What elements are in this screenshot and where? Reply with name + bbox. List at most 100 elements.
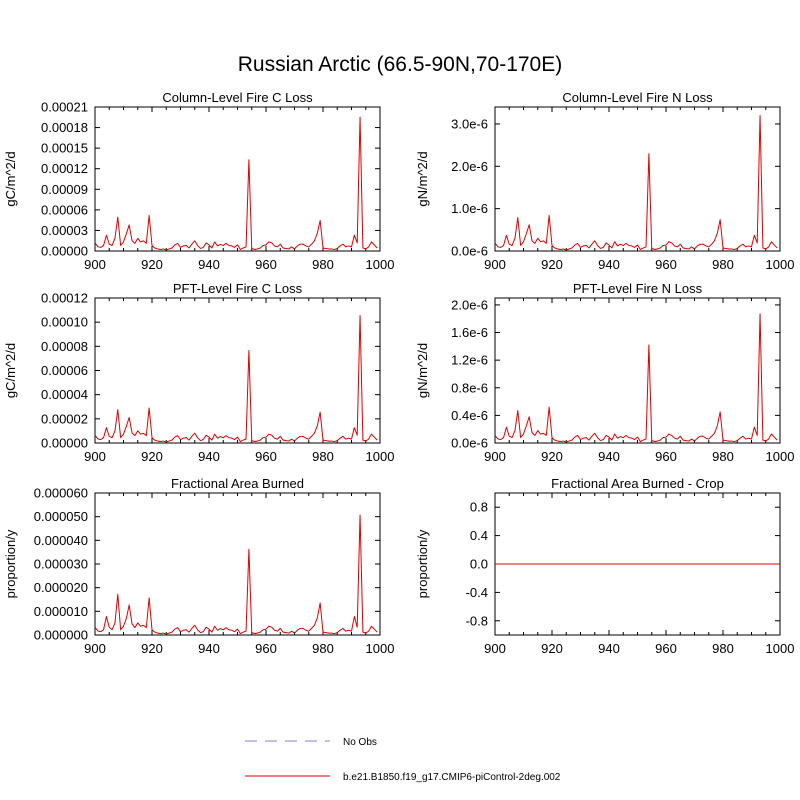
y-tick-label: 1.0e-6 [451, 201, 488, 216]
x-tick-label: 1000 [366, 257, 395, 272]
y-tick-label: 0.00006 [41, 202, 88, 217]
panel-3: PFT-Level Fire C Loss gC/m^2/d 900 920 940 96… [3, 281, 394, 464]
x-tick-label: 960 [655, 449, 677, 464]
x-tick-label: 940 [598, 641, 620, 656]
y-tick-label: 0.00018 [41, 120, 88, 135]
y-tick-label: 0.00002 [41, 411, 88, 426]
y-tick-label: 2.0e-6 [451, 297, 488, 312]
y-tick-label: 0.00012 [41, 291, 88, 306]
plot-frame [94, 297, 381, 444]
panel-title: Fractional Area Burned [171, 476, 304, 491]
x-tick-label: 940 [198, 449, 220, 464]
panel-5: Fractional Area Burned proportion/y 900 920… [3, 476, 394, 656]
y-tick-label: 0.00003 [41, 223, 88, 238]
y-tick-label: 3.0e-6 [451, 116, 488, 131]
x-tick-label: 960 [255, 257, 277, 272]
x-tick-label: 900 [484, 257, 506, 272]
plot-frame [494, 106, 781, 252]
x-tick-label: 920 [141, 257, 163, 272]
x-tick-label: 960 [255, 449, 277, 464]
x-tick-label: 960 [655, 641, 677, 656]
y-tick-label: 0.00006 [41, 363, 88, 378]
y-tick-label: 0.00012 [41, 161, 88, 176]
y-tick-label: 2.0e-6 [451, 159, 488, 174]
y-tick-label: 1.6e-6 [451, 325, 488, 340]
y-tick-label: 0.00004 [41, 387, 88, 402]
x-tick-label: 1000 [366, 449, 395, 464]
x-tick-label: 980 [312, 449, 334, 464]
y-tick-label: 0.0 [470, 557, 488, 572]
x-tick-label: 940 [198, 257, 220, 272]
y-tick-label: -0.8 [466, 613, 488, 628]
x-tick-label: 920 [541, 449, 563, 464]
x-tick-label: 900 [484, 449, 506, 464]
x-tick-label: 940 [598, 449, 620, 464]
y-tick-label: 0.000020 [34, 580, 88, 595]
series-line [494, 114, 778, 251]
series-line [94, 514, 378, 635]
plot-frame [94, 106, 381, 252]
x-tick-label: 1000 [766, 641, 795, 656]
x-tick-label: 1000 [766, 449, 795, 464]
y-tick-label: 0.00008 [41, 339, 88, 354]
series-line [494, 313, 778, 443]
x-tick-label: 980 [312, 257, 334, 272]
series-line [94, 315, 378, 443]
x-tick-label: 1000 [766, 257, 795, 272]
x-tick-label: 900 [84, 257, 106, 272]
y-axis-label: proportion/y [415, 529, 430, 598]
panel-title: PFT-Level Fire C Loss [173, 281, 303, 296]
panel-1: Column-Level Fire C Loss gC/m^2/d 900 920 94… [3, 90, 394, 272]
y-tick-label: 0.00010 [41, 315, 88, 330]
x-tick-label: 940 [198, 641, 220, 656]
y-axis-label: gC/m^2/d [3, 151, 18, 206]
y-tick-label: -0.4 [466, 585, 488, 600]
x-tick-label: 960 [655, 257, 677, 272]
panel-title: PFT-Level Fire N Loss [573, 281, 703, 296]
x-tick-label: 900 [84, 641, 106, 656]
y-tick-label: 0.00000 [41, 436, 88, 451]
y-tick-label: 1.2e-6 [451, 353, 488, 368]
legend-label-no-obs: No Obs [343, 737, 377, 748]
panel-6: Fractional Area Burned - Crop proportion/… [415, 476, 794, 656]
panel-2: Column-Level Fire N Loss gN/m^2/d 900 920 94… [415, 90, 794, 272]
panel-title: Column-Level Fire C Loss [162, 90, 313, 105]
y-tick-label: 0.0e-6 [451, 244, 488, 259]
series-line [94, 116, 378, 251]
y-axis-label: gN/m^2/d [415, 343, 430, 398]
chart-panels: Column-Level Fire C Loss gC/m^2/d 900 920 94… [3, 90, 794, 656]
y-tick-label: 0.00000 [41, 244, 88, 259]
x-tick-label: 920 [541, 257, 563, 272]
y-axis-label: gC/m^2/d [3, 343, 18, 398]
panel-title: Column-Level Fire N Loss [562, 90, 713, 105]
y-tick-label: 0.00021 [41, 100, 88, 115]
x-tick-label: 900 [484, 641, 506, 656]
y-tick-label: 0.8 [470, 500, 488, 515]
x-tick-label: 980 [712, 641, 734, 656]
y-tick-label: 0.00015 [41, 141, 88, 156]
y-tick-label: 0.000000 [34, 628, 88, 643]
legend: No Obs b.e21.B1850.f19_g17.CMIP6-piContr… [245, 737, 561, 783]
x-tick-label: 920 [141, 641, 163, 656]
x-tick-label: 940 [598, 257, 620, 272]
x-tick-label: 980 [712, 449, 734, 464]
y-tick-label: 0.000040 [34, 533, 88, 548]
figure-title: Russian Arctic (66.5-90N,70-170E) [238, 53, 563, 76]
y-axis-label: gN/m^2/d [415, 151, 430, 206]
y-axis-label: proportion/y [3, 529, 18, 598]
y-tick-label: 0.8e-6 [451, 380, 488, 395]
legend-label-model-run: b.e21.B1850.f19_g17.CMIP6-piControl-2deg… [343, 772, 561, 783]
y-tick-label: 0.00009 [41, 182, 88, 197]
y-tick-label: 0.4e-6 [451, 408, 488, 423]
y-tick-label: 0.000060 [34, 486, 88, 501]
x-tick-label: 980 [312, 641, 334, 656]
x-tick-label: 900 [84, 449, 106, 464]
panel-4: PFT-Level Fire N Loss gN/m^2/d 900 920 940 96… [415, 281, 794, 464]
x-tick-label: 980 [712, 257, 734, 272]
plot-frame [494, 297, 781, 444]
x-tick-label: 1000 [366, 641, 395, 656]
y-tick-label: 0.0e-6 [451, 436, 488, 451]
y-tick-label: 0.000030 [34, 557, 88, 572]
x-tick-label: 960 [255, 641, 277, 656]
